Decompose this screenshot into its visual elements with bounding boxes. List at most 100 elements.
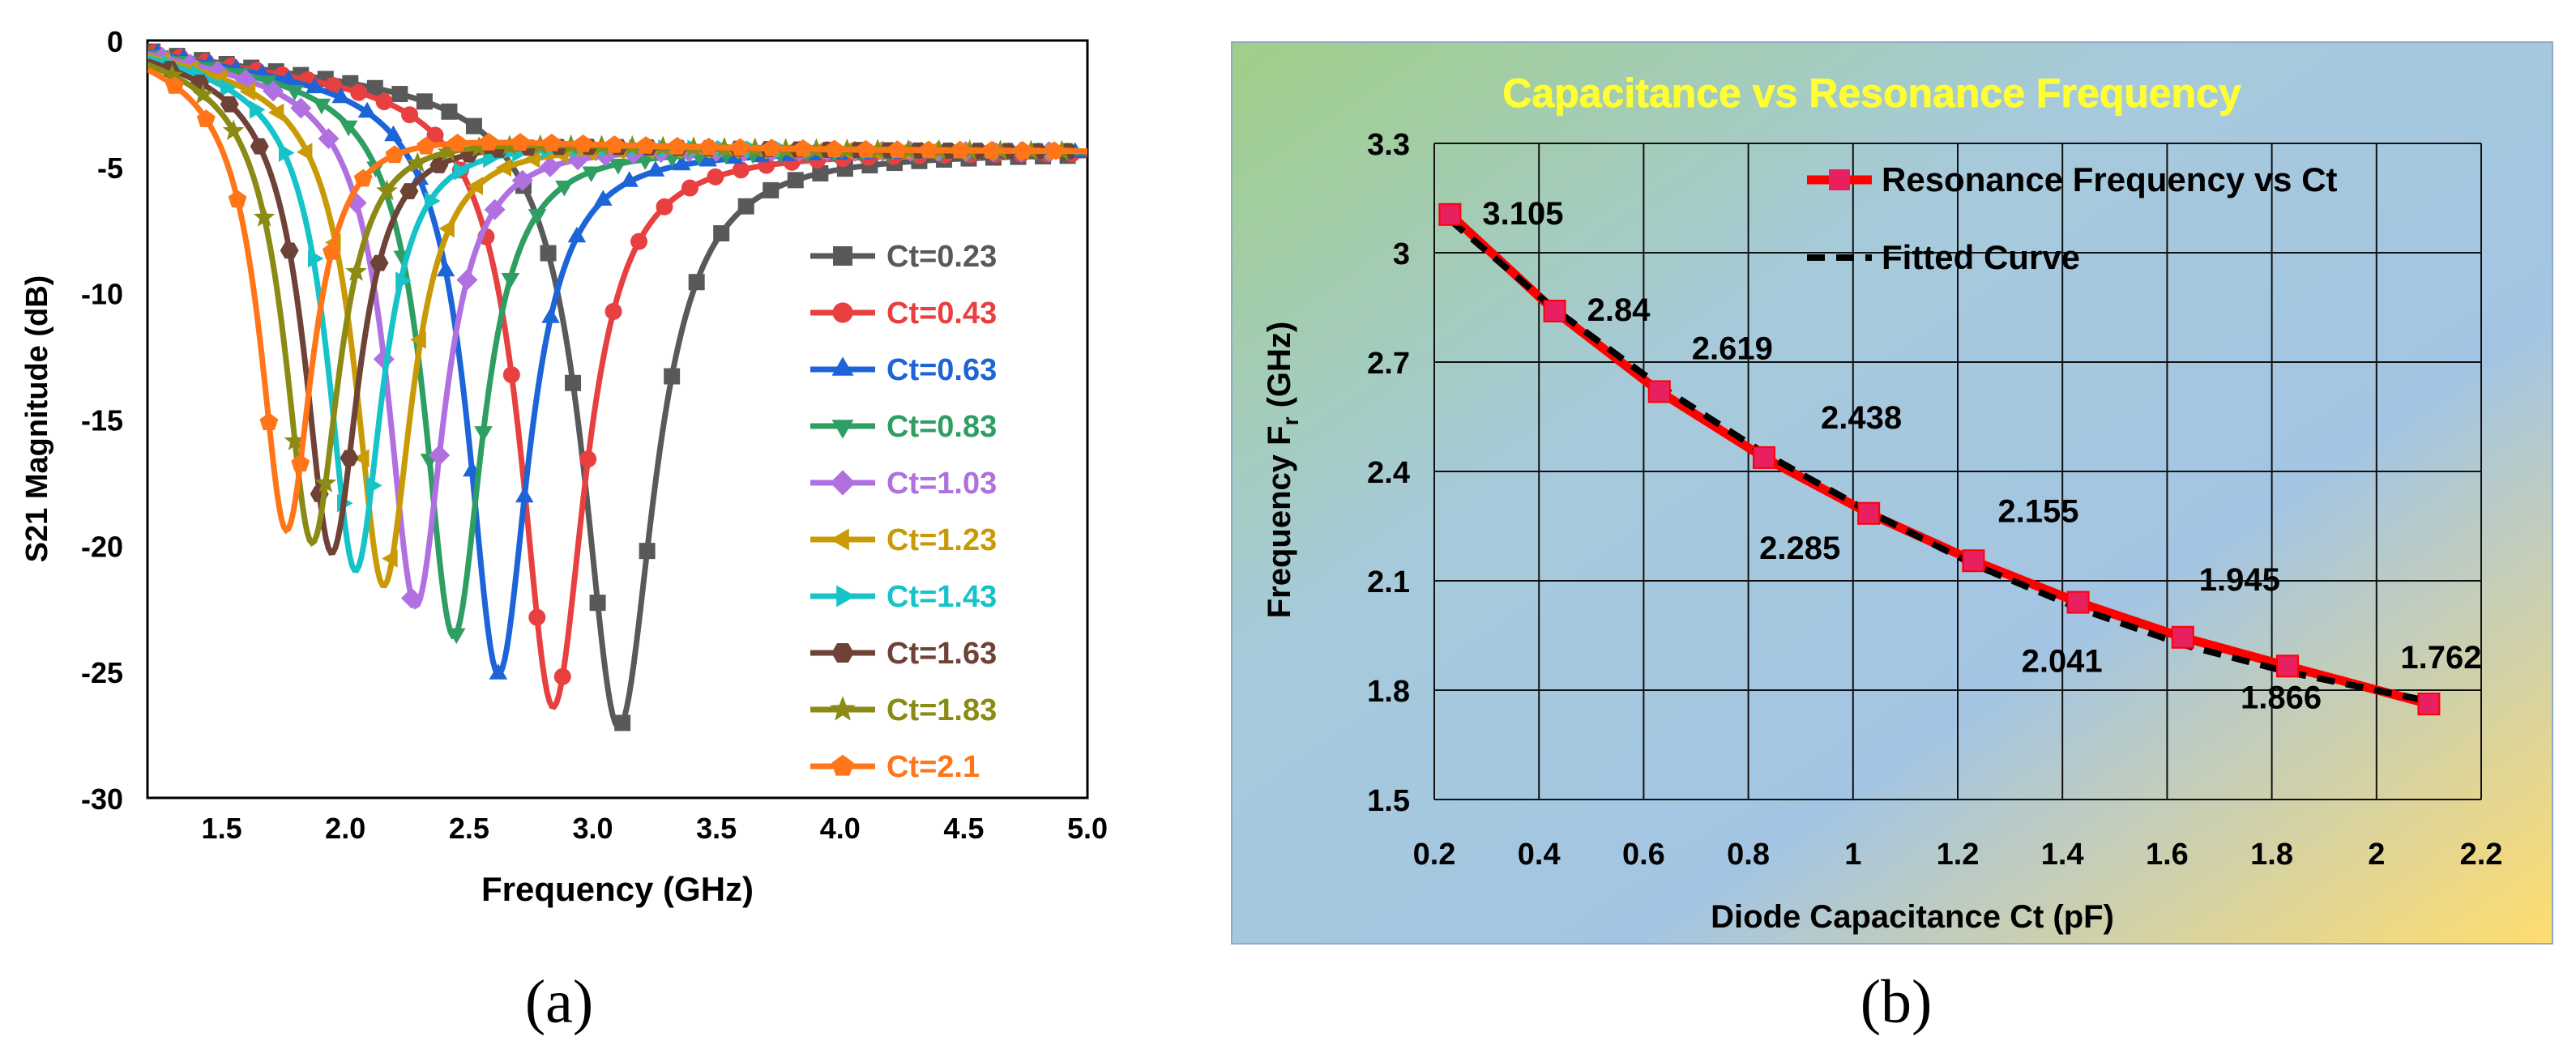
data-point-marker <box>395 271 412 290</box>
data-point-marker <box>479 133 498 151</box>
legend-item-resonance: Resonance Frequency vs Ct <box>1807 160 2338 198</box>
data-point-marker <box>220 79 237 97</box>
data-point-marker <box>812 165 829 182</box>
legend-item-a: Ct=0.23 <box>810 240 997 274</box>
legend-marker <box>831 754 854 776</box>
legend-item-a: Ct=1.03 <box>810 467 997 501</box>
data-point-marker <box>429 156 449 173</box>
data-point-marker <box>540 156 561 177</box>
data-point-marker <box>401 587 422 609</box>
data-point-marker <box>635 154 655 170</box>
x-tick-label-b: 0.8 <box>1727 838 1770 872</box>
data-point-marker <box>324 77 342 95</box>
capacitance-resonance-chart: Capacitance vs Resonance Frequency 1.51.… <box>1231 41 2553 1036</box>
data-point-marker <box>448 134 467 151</box>
y-tick-label-a: -20 <box>81 530 123 563</box>
x-axis-ticks-b: 0.2 0.4 0.6 0.8 1 1.2 1.4 1.6 1.8 2 2.2 <box>1413 838 2503 872</box>
data-point-marker <box>707 168 724 185</box>
data-point-marker <box>614 714 631 731</box>
data-point-marker <box>656 198 673 215</box>
data-point-marker <box>366 79 383 96</box>
resonance-point <box>1543 300 1566 322</box>
data-point-marker <box>857 139 875 158</box>
y-axis-label-b-subscript: r <box>1278 416 1303 425</box>
legend-item-a: Ct=1.43 <box>810 580 997 614</box>
legend-label-resonance: Resonance Frequency vs Ct <box>1882 160 2338 198</box>
legend-marker <box>832 302 853 323</box>
data-point-marker <box>161 64 183 85</box>
x-tick-label-b: 1.2 <box>1937 838 1980 872</box>
x-tick-label-a: 4.5 <box>943 812 984 845</box>
data-point-marker <box>318 128 340 150</box>
legend-marker <box>831 420 854 439</box>
data-point-marker <box>501 273 520 289</box>
data-point-marker <box>511 133 530 151</box>
data-point-marker <box>284 429 306 450</box>
legend-label-a: Ct=1.43 <box>886 580 997 614</box>
chart-title-b: Capacitance vs Resonance Frequency <box>1502 70 2241 116</box>
legend-label-a: Ct=0.23 <box>886 240 997 274</box>
data-point-marker <box>762 139 781 156</box>
x-tick-label-a: 2.0 <box>325 812 365 845</box>
data-point-marker <box>887 140 907 158</box>
resonance-series-group <box>1438 203 2441 716</box>
legend-marker <box>830 696 856 721</box>
legend-label-a: Ct=0.63 <box>886 353 997 387</box>
resonance-point <box>2275 655 2299 678</box>
data-point-marker <box>456 269 478 291</box>
data-point-marker <box>417 136 436 155</box>
y-tick-label-a: -5 <box>97 151 123 185</box>
data-point-marker <box>308 249 324 268</box>
legend-label-a: Ct=0.83 <box>886 410 997 444</box>
legend-item-fitted: Fitted Curve <box>1807 238 2080 276</box>
data-point-marker <box>793 139 813 157</box>
legend-label-a: Ct=0.43 <box>886 296 997 330</box>
data-point-marker <box>582 166 600 182</box>
data-point-marker <box>357 101 377 118</box>
data-label: 2.619 <box>1692 330 1773 366</box>
data-point-marker <box>699 137 719 156</box>
resonance-point <box>2066 591 2090 614</box>
data-point-marker <box>1013 141 1032 159</box>
data-label: 2.155 <box>1997 493 2078 529</box>
y-axis-label-b-main: Frequency F <box>1262 425 1297 618</box>
data-point-marker <box>542 134 562 151</box>
data-point-marker <box>787 172 804 189</box>
y-tick-label-a: -25 <box>81 656 123 689</box>
resonance-point <box>1647 380 1671 403</box>
data-point-marker <box>410 330 426 349</box>
data-label: 1.762 <box>2400 640 2481 676</box>
data-point-marker <box>646 160 665 177</box>
series-a-Ct=2.1 <box>147 66 1087 535</box>
legend-label-a: Ct=1.23 <box>886 523 997 557</box>
data-point-marker <box>258 75 277 92</box>
data-point-marker <box>259 412 279 430</box>
data-point-marker <box>604 302 622 320</box>
x-tick-label-b: 1.4 <box>2041 838 2084 872</box>
data-point-marker <box>220 96 239 113</box>
data-point-marker <box>407 151 429 173</box>
x-axis-label-a: Frequency (GHz) <box>481 870 754 908</box>
resonance-point <box>1752 446 1775 469</box>
data-point-marker <box>565 374 582 391</box>
y-tick-label-a: 0 <box>107 25 123 58</box>
data-point-marker <box>630 232 648 250</box>
resonance-point <box>1438 203 1462 226</box>
y-tick-label-b: 3 <box>1393 237 1410 271</box>
y-tick-label-a: -30 <box>81 782 123 816</box>
data-labels-b: 3.105 2.84 2.619 2.438 2.285 2.155 2.041 1.945 1… <box>1482 196 2481 716</box>
data-point-marker <box>296 143 313 161</box>
data-point-marker <box>495 158 512 177</box>
data-point-marker <box>228 190 247 208</box>
data-label: 2.84 <box>1587 292 1651 328</box>
data-label: 1.945 <box>2199 562 2280 598</box>
data-point-marker <box>609 159 628 175</box>
data-point-marker <box>331 87 350 104</box>
x-tick-label-a: 2.5 <box>449 812 489 845</box>
data-point-marker <box>541 307 560 323</box>
data-point-marker <box>511 169 533 191</box>
data-point-marker <box>384 125 403 142</box>
data-point-marker <box>267 103 284 122</box>
x-tick-label-b: 1.8 <box>2250 838 2293 872</box>
data-point-marker <box>731 138 750 156</box>
